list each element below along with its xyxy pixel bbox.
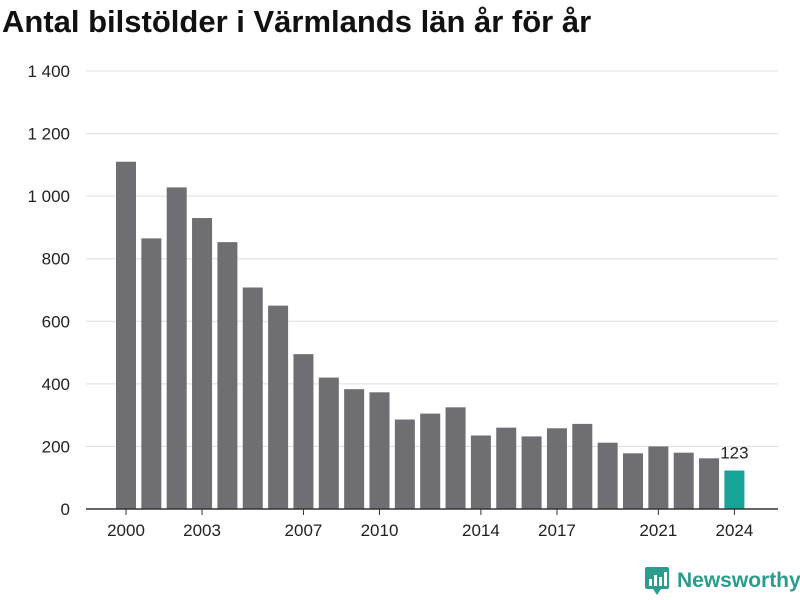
- x-tick-label: 2003: [183, 521, 221, 540]
- bar: [546, 428, 567, 509]
- bar: [217, 242, 238, 509]
- y-tick-label: 1 400: [27, 62, 70, 81]
- bar: [166, 187, 187, 509]
- bar: [496, 427, 517, 509]
- bar: [116, 161, 136, 509]
- bar: [521, 436, 542, 509]
- bar: [394, 419, 415, 509]
- data-label: 123: [720, 444, 748, 463]
- x-tick-label: 2021: [639, 521, 677, 540]
- bar: [470, 435, 491, 509]
- y-tick-label: 800: [42, 250, 70, 269]
- x-tick-label: 2007: [285, 521, 323, 540]
- newsworthy-logo: Newsworthy: [644, 566, 800, 596]
- bar: [623, 453, 643, 509]
- bar: [242, 287, 263, 509]
- bar: [293, 354, 314, 509]
- bar: [318, 377, 339, 509]
- x-tick-label: 2024: [715, 521, 753, 540]
- y-tick-label: 400: [42, 375, 70, 394]
- bar: [445, 407, 466, 509]
- bar: [597, 442, 618, 509]
- bar: [344, 389, 365, 509]
- x-tick-label: 2017: [538, 521, 576, 540]
- y-tick-label: 1 000: [27, 187, 70, 206]
- bar: [141, 238, 162, 509]
- x-tick-label: 2014: [462, 521, 500, 540]
- bar: [268, 305, 289, 509]
- bar: [699, 458, 720, 509]
- bar: [369, 392, 390, 509]
- bar: [673, 452, 694, 509]
- bar-chart-icon: [645, 567, 669, 595]
- chart-title: Antal bilstölder i Värmlands län år för …: [2, 4, 592, 39]
- bar: [420, 413, 441, 509]
- x-tick-label: 2010: [361, 521, 399, 540]
- y-tick-label: 200: [42, 437, 70, 456]
- bar: [192, 218, 213, 510]
- y-tick-label: 600: [42, 312, 70, 331]
- bar: [648, 446, 669, 509]
- x-tick-label: 2000: [107, 521, 145, 540]
- bar: [572, 423, 593, 509]
- bar: [724, 470, 745, 509]
- y-tick-label: 0: [61, 500, 70, 519]
- logo-text: Newsworthy: [677, 569, 800, 592]
- y-tick-label: 1 200: [27, 125, 70, 144]
